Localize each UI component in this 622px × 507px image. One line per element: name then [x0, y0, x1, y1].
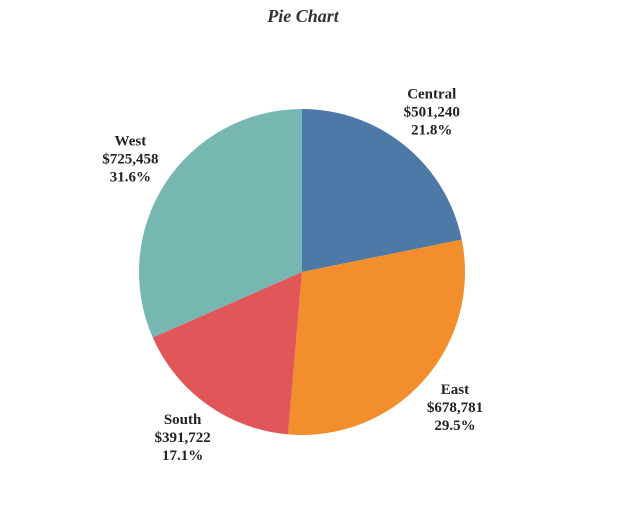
pie-slice — [139, 109, 302, 338]
value-label: $725,458 — [102, 151, 158, 167]
percent-label: 21.8% — [411, 123, 452, 139]
value-label: $391,722 — [154, 430, 210, 446]
value-label: $678,781 — [427, 400, 483, 416]
chart-title: Pie Chart — [266, 6, 340, 26]
pie-slice — [288, 239, 465, 435]
percent-label: 29.5% — [434, 418, 475, 434]
value-label: $501,240 — [404, 105, 460, 121]
percent-label: 31.6% — [110, 169, 151, 185]
slice-label: East — [441, 382, 469, 398]
slice-label: Central — [407, 87, 456, 103]
pie-slice — [302, 109, 462, 272]
slice-label: West — [115, 133, 147, 149]
percent-label: 17.1% — [162, 448, 203, 464]
pie-slice — [152, 272, 302, 435]
slice-label: South — [164, 412, 202, 428]
